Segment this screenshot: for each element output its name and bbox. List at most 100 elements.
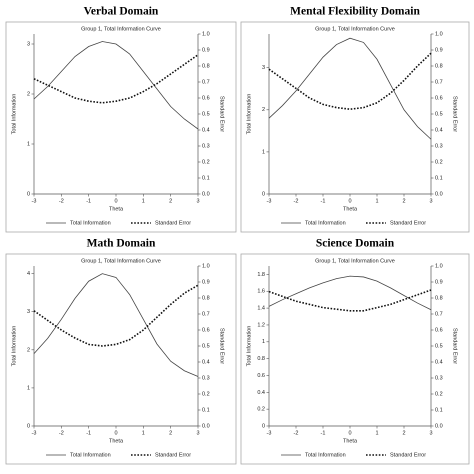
x-tick-label: 1 xyxy=(375,430,378,436)
y2-tick-label: 0.2 xyxy=(435,391,443,397)
y2-tick-label: 0.6 xyxy=(202,95,210,101)
y2-axis-label: Standard Error xyxy=(452,96,458,132)
y2-tick-label: 0.0 xyxy=(202,423,210,429)
y2-tick-label: 0.3 xyxy=(435,375,443,381)
x-tick-label: 0 xyxy=(114,430,117,436)
y2-tick-label: 0.5 xyxy=(202,343,210,349)
chart-title: Science Domain xyxy=(316,238,395,250)
chart-panel: Mental Flexibility Domain Group 1, Total … xyxy=(240,6,470,233)
chart-panel: Verbal Domain Group 1, Total Information … xyxy=(5,6,237,233)
y-tick-label: 2 xyxy=(27,91,30,97)
chart-title: Verbal Domain xyxy=(84,6,159,18)
y2-axis-label: Standard Error xyxy=(219,328,225,364)
y-tick-label: 0 xyxy=(27,423,30,429)
y2-tick-label: 0.4 xyxy=(202,127,210,133)
y2-tick-label: 0.0 xyxy=(435,423,443,429)
series-line xyxy=(33,273,199,377)
y2-tick-label: 0.2 xyxy=(435,159,443,165)
y-tick-label: 4 xyxy=(27,271,30,277)
series-line xyxy=(33,284,199,347)
series-line xyxy=(268,289,432,312)
series-line xyxy=(33,54,199,104)
y-tick-label: 3 xyxy=(27,309,30,315)
y-axis-label: Total Information xyxy=(246,326,252,367)
y2-tick-label: 0.7 xyxy=(435,311,443,317)
y2-tick-label: 1.0 xyxy=(435,31,443,37)
y2-tick-label: 1.0 xyxy=(202,31,210,37)
y-tick-label: 0 xyxy=(262,191,265,197)
y-tick-label: 2 xyxy=(262,107,265,113)
x-axis-label: Theta xyxy=(109,206,124,212)
y2-tick-label: 0.7 xyxy=(202,79,210,85)
series-line xyxy=(268,37,432,140)
y2-tick-label: 0.6 xyxy=(202,327,210,333)
y-tick-label: 0.2 xyxy=(257,407,265,413)
x-tick-label: -2 xyxy=(294,198,299,204)
y2-tick-label: 0.9 xyxy=(202,279,210,285)
y-tick-label: 3 xyxy=(262,65,265,71)
y-axis-label: Total Information xyxy=(11,326,17,367)
y2-tick-label: 0.4 xyxy=(435,127,443,133)
legend-label: Standard Error xyxy=(155,220,191,226)
y2-tick-label: 0.9 xyxy=(435,47,443,53)
y2-tick-label: 0.4 xyxy=(435,359,443,365)
x-tick-label: 2 xyxy=(169,430,172,436)
x-tick-label: -3 xyxy=(267,198,272,204)
legend-label: Total Information xyxy=(305,220,346,226)
x-tick-label: -2 xyxy=(294,430,299,436)
y2-tick-label: 0.8 xyxy=(202,295,210,301)
y2-tick-label: 0.9 xyxy=(202,47,210,53)
y2-tick-label: 0.0 xyxy=(435,191,443,197)
y-tick-label: 0.6 xyxy=(257,373,265,379)
y2-tick-label: 0.5 xyxy=(435,111,443,117)
series-line xyxy=(268,52,432,111)
x-tick-label: -1 xyxy=(321,198,326,204)
x-axis-label: Theta xyxy=(343,206,358,212)
x-tick-label: -3 xyxy=(32,198,37,204)
y-tick-label: 1.2 xyxy=(257,322,265,328)
legend-label: Standard Error xyxy=(155,452,191,458)
y-axis-label: Total Information xyxy=(246,94,252,135)
y-tick-label: 0.4 xyxy=(257,390,265,396)
x-axis-label: Theta xyxy=(109,438,124,444)
x-tick-label: 0 xyxy=(348,198,351,204)
x-axis-label: Theta xyxy=(343,438,358,444)
y-tick-label: 0.8 xyxy=(257,356,265,362)
y2-tick-label: 0.1 xyxy=(202,175,210,181)
legend-label: Total Information xyxy=(70,452,111,458)
x-tick-label: 1 xyxy=(375,198,378,204)
y2-tick-label: 0.5 xyxy=(435,343,443,349)
y2-tick-label: 0.0 xyxy=(202,191,210,197)
x-tick-label: 1 xyxy=(142,198,145,204)
y2-tick-label: 0.3 xyxy=(202,375,210,381)
chart-title: Mental Flexibility Domain xyxy=(290,6,420,18)
legend-label: Total Information xyxy=(70,220,111,226)
y2-tick-label: 0.6 xyxy=(435,327,443,333)
y-tick-label: 0 xyxy=(27,191,30,197)
x-tick-label: 3 xyxy=(196,198,199,204)
x-tick-label: 0 xyxy=(114,198,117,204)
y-tick-label: 1 xyxy=(262,339,265,345)
y2-tick-label: 0.2 xyxy=(202,391,210,397)
chart-title: Math Domain xyxy=(87,238,156,250)
y2-tick-label: 1.0 xyxy=(435,263,443,269)
y2-tick-label: 0.1 xyxy=(435,175,443,181)
x-tick-label: 2 xyxy=(402,430,405,436)
x-tick-label: 3 xyxy=(196,430,199,436)
chart-subtitle: Group 1, Total Information Curve xyxy=(81,26,161,32)
x-tick-label: 1 xyxy=(142,430,145,436)
x-tick-label: -1 xyxy=(86,198,91,204)
y-tick-label: 1 xyxy=(27,385,30,391)
y-tick-label: 1.6 xyxy=(257,289,265,295)
y-tick-label: 0 xyxy=(262,423,265,429)
x-tick-label: 3 xyxy=(429,430,432,436)
y2-tick-label: 0.8 xyxy=(435,63,443,69)
chart-panel: Math Domain Group 1, Total Information Cu… xyxy=(5,238,237,465)
x-tick-label: 2 xyxy=(402,198,405,204)
y2-axis-label: Standard Error xyxy=(219,96,225,132)
y2-tick-label: 0.8 xyxy=(202,63,210,69)
x-tick-label: -1 xyxy=(321,430,326,436)
legend-label: Total Information xyxy=(305,452,346,458)
y2-tick-label: 0.3 xyxy=(435,143,443,149)
